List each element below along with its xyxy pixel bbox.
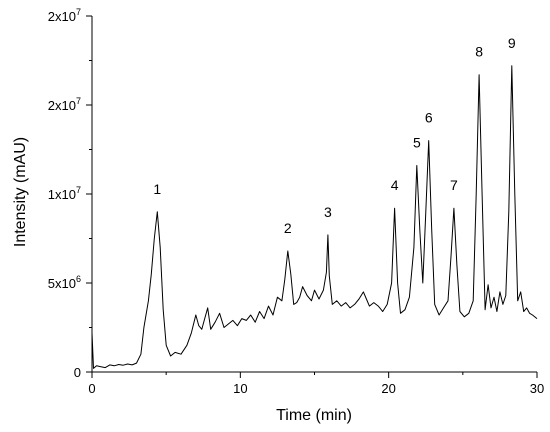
peak-label: 9	[508, 35, 516, 51]
peak-label: 5	[413, 135, 421, 151]
peak-label: 3	[324, 204, 332, 220]
x-ticks: 0 10 20 30	[88, 372, 544, 396]
y-tick-label: 2x107	[48, 7, 81, 24]
peak-label: 2	[284, 220, 292, 236]
chromatogram-trace	[91, 65, 538, 369]
peak-label: 8	[475, 44, 483, 60]
x-tick-label: 0	[88, 381, 95, 396]
x-tick-label: 10	[233, 381, 247, 396]
peak-labels: 1 2 3 4 56 7 8 9	[153, 35, 516, 236]
x-tick-label: 30	[530, 381, 544, 396]
chromatogram-series-line	[91, 65, 538, 369]
y-tick-label: 0	[74, 365, 81, 380]
peak-label: 6	[425, 110, 433, 126]
peak-label: 4	[391, 177, 399, 193]
y-tick-label: 1x107	[48, 185, 81, 202]
peak-label: 7	[450, 177, 458, 193]
x-tick-label: 20	[381, 381, 395, 396]
y-tick-label: 2x107	[48, 96, 81, 113]
peak-label: 1	[153, 181, 161, 197]
x-axis-title: Time (min)	[276, 407, 352, 424]
y-ticks: 0 5x106 1x107 2x107 2x107	[48, 7, 92, 380]
y-tick-label: 5x106	[48, 274, 81, 291]
y-axis-title: Intensity (mAU)	[12, 137, 29, 247]
